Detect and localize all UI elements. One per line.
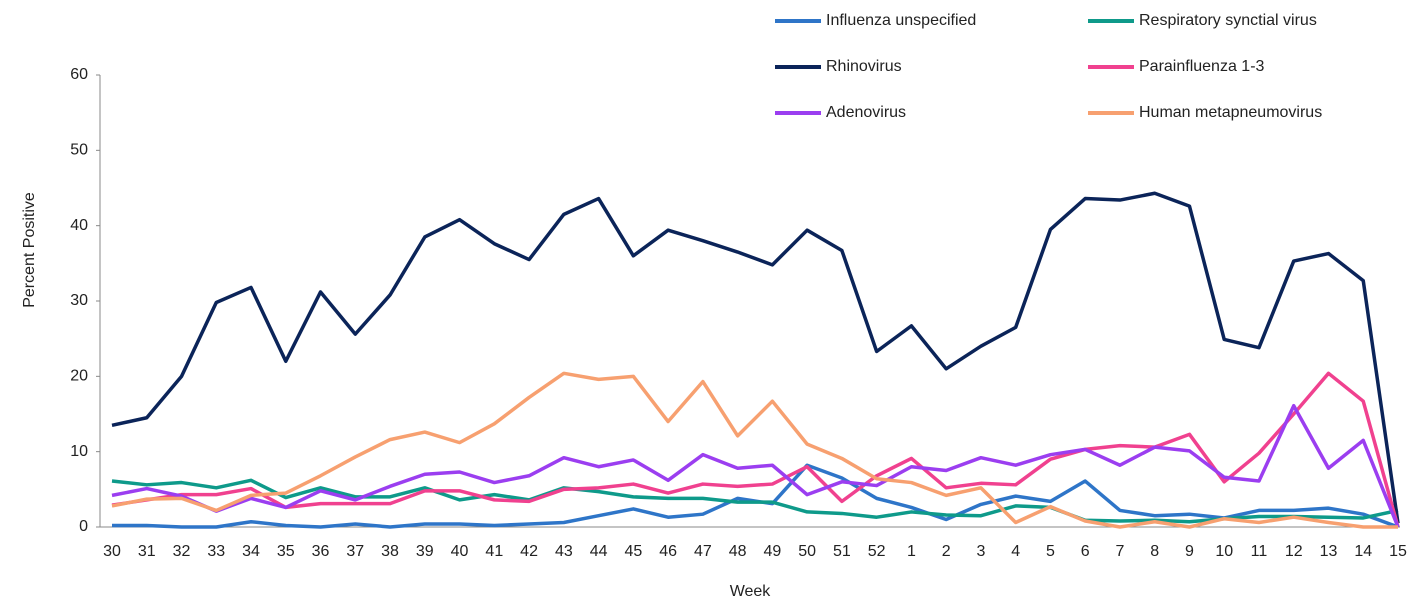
x-tick-label: 38 bbox=[381, 543, 399, 560]
series-line bbox=[111, 478, 1399, 524]
y-tick-label: 40 bbox=[70, 217, 88, 234]
x-tick-label: 36 bbox=[312, 543, 330, 560]
x-tick-label: 9 bbox=[1185, 543, 1194, 560]
legend-label: Influenza unspecified bbox=[826, 12, 976, 29]
y-tick-label: 20 bbox=[70, 368, 88, 385]
x-tick-label: 34 bbox=[242, 543, 260, 560]
x-tick-label: 6 bbox=[1081, 543, 1090, 560]
x-tick-label: 43 bbox=[555, 543, 573, 560]
x-tick-label: 30 bbox=[103, 543, 121, 560]
y-tick-label: 0 bbox=[79, 518, 88, 535]
x-tick-label: 31 bbox=[138, 543, 156, 560]
y-tick-label: 10 bbox=[70, 443, 88, 460]
series-line bbox=[111, 403, 1400, 528]
x-tick-label: 52 bbox=[868, 543, 886, 560]
x-tick-label: 10 bbox=[1215, 543, 1233, 560]
legend-label: Human metapneumovirus bbox=[1139, 104, 1322, 121]
legend-label: Respiratory synctial virus bbox=[1139, 12, 1317, 29]
x-tick-label: 51 bbox=[833, 543, 851, 560]
y-tick-label: 50 bbox=[70, 142, 88, 159]
y-tick-label: 60 bbox=[70, 66, 88, 83]
x-tick-label: 13 bbox=[1320, 543, 1338, 560]
x-tick-label: 48 bbox=[729, 543, 747, 560]
y-tick-label: 30 bbox=[70, 292, 88, 309]
x-tick-label: 42 bbox=[520, 543, 538, 560]
x-tick-label: 35 bbox=[277, 543, 295, 560]
x-tick-label: 33 bbox=[207, 543, 225, 560]
x-tick-label: 50 bbox=[798, 543, 816, 560]
legend-label: Adenovirus bbox=[826, 104, 906, 121]
x-tick-label: 15 bbox=[1389, 543, 1407, 560]
x-tick-label: 3 bbox=[976, 543, 985, 560]
x-tick-label: 49 bbox=[763, 543, 781, 560]
x-tick-label: 40 bbox=[451, 543, 469, 560]
x-tick-label: 7 bbox=[1115, 543, 1124, 560]
x-tick-label: 37 bbox=[346, 543, 364, 560]
x-tick-label: 5 bbox=[1046, 543, 1055, 560]
series-line bbox=[111, 371, 1398, 529]
x-tick-label: 2 bbox=[942, 543, 951, 560]
x-tick-label: 45 bbox=[624, 543, 642, 560]
legend-label: Parainfluenza 1-3 bbox=[1139, 58, 1265, 75]
x-tick-label: 11 bbox=[1251, 543, 1268, 560]
x-tick-label: 46 bbox=[659, 543, 677, 560]
x-tick-label: 32 bbox=[173, 543, 191, 560]
series-line bbox=[111, 371, 1400, 528]
legend-label: Rhinovirus bbox=[826, 58, 902, 75]
y-axis-label: Percent Positive bbox=[21, 192, 38, 308]
x-tick-label: 4 bbox=[1011, 543, 1020, 560]
x-tick-label: 47 bbox=[694, 543, 712, 560]
x-tick-label: 39 bbox=[416, 543, 434, 560]
x-axis-label: Week bbox=[730, 583, 772, 600]
x-tick-label: 44 bbox=[590, 543, 608, 560]
x-tick-label: 14 bbox=[1354, 543, 1372, 560]
x-tick-label: 8 bbox=[1150, 543, 1159, 560]
x-tick-label: 41 bbox=[485, 543, 503, 560]
series-line bbox=[112, 463, 1399, 529]
x-tick-label: 12 bbox=[1285, 543, 1303, 560]
x-tick-label: 1 bbox=[907, 543, 916, 560]
series-line bbox=[111, 191, 1400, 524]
